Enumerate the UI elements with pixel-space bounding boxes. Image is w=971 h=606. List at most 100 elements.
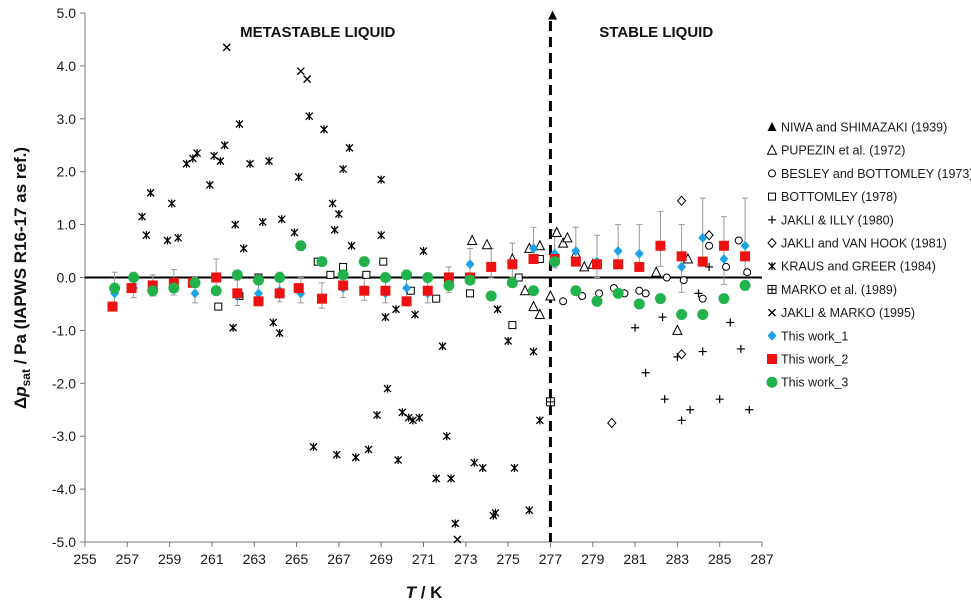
- data-point: [535, 416, 544, 425]
- data-point: [686, 405, 695, 414]
- data-point: [347, 241, 356, 250]
- y-tick-label: 3.0: [57, 111, 77, 127]
- data-point: [210, 151, 219, 160]
- data-point: [351, 453, 360, 462]
- data-point: [146, 188, 155, 197]
- data-point: [612, 287, 624, 299]
- data-point: [676, 251, 687, 262]
- data-point: [193, 149, 202, 158]
- legend: NIWA and SHIMAZAKI (1939) PUPEZIN et al. …: [766, 121, 971, 390]
- data-point: [676, 348, 687, 360]
- data-point: [379, 257, 388, 266]
- data-point: [510, 463, 519, 472]
- data-point: [359, 285, 370, 296]
- legend-marker: [767, 284, 777, 294]
- data-point: [305, 112, 314, 121]
- data-point: [438, 342, 447, 351]
- legend-label: PUPEZIN et al. (1972): [781, 144, 905, 158]
- data-point: [253, 288, 263, 299]
- data-point: [698, 294, 707, 303]
- legend-marker: [766, 376, 778, 388]
- data-point: [726, 318, 735, 327]
- data-point: [607, 417, 617, 429]
- data-point: [698, 232, 708, 243]
- data-point: [408, 416, 417, 425]
- data-point: [557, 236, 569, 248]
- data-point: [174, 233, 183, 242]
- data-point: [528, 253, 539, 264]
- data-point: [545, 289, 556, 301]
- data-point: [258, 217, 267, 226]
- data-point: [715, 395, 724, 404]
- data-point: [740, 240, 750, 251]
- y-tick-label: -3.0: [52, 428, 76, 444]
- data-point: [275, 329, 284, 338]
- data-point: [401, 296, 412, 307]
- data-point: [548, 10, 558, 20]
- data-point: [295, 240, 307, 252]
- legend-label: BOTTOMLEY (1978): [781, 190, 897, 204]
- x-tick-label: 255: [73, 551, 97, 567]
- data-point: [422, 285, 433, 296]
- data-point: [634, 261, 645, 272]
- data-point: [705, 262, 714, 271]
- data-point: [290, 228, 299, 237]
- data-point: [328, 199, 337, 208]
- data-point: [326, 270, 335, 279]
- x-axis-label-unit: / K: [416, 583, 443, 602]
- data-point: [338, 280, 349, 291]
- data-point: [379, 272, 391, 283]
- y-tick-label: 5.0: [57, 5, 77, 21]
- data-point: [485, 290, 497, 302]
- data-point: [128, 272, 140, 283]
- data-point: [442, 432, 451, 441]
- data-point: [220, 141, 229, 150]
- data-point: [337, 269, 349, 281]
- legend-label: JAKLI and VAN HOOK (1981): [781, 237, 947, 251]
- data-point: [745, 405, 754, 414]
- data-point: [210, 285, 222, 297]
- data-point: [481, 238, 493, 250]
- data-point: [514, 273, 523, 282]
- data-point: [163, 236, 172, 245]
- data-point: [216, 157, 225, 166]
- data-point: [402, 283, 412, 294]
- data-point: [466, 289, 475, 298]
- data-point: [380, 285, 391, 296]
- data-point: [107, 301, 118, 312]
- data-point: [447, 474, 455, 483]
- data-point: [404, 413, 413, 422]
- y-axis-label-delta: Δ: [11, 397, 30, 409]
- data-point: [677, 261, 687, 272]
- data-point: [470, 458, 479, 467]
- data-point: [525, 506, 534, 515]
- x-tick-label: 277: [539, 551, 563, 567]
- data-point: [743, 268, 752, 277]
- data-point: [269, 318, 278, 327]
- data-point: [392, 305, 400, 314]
- data-point: [719, 253, 729, 264]
- x-tick-label: 261: [200, 551, 224, 567]
- legend-marker: [768, 192, 776, 201]
- legend-marker: [768, 262, 776, 271]
- data-point: [559, 297, 568, 306]
- data-point: [383, 384, 392, 393]
- data-point: [697, 309, 709, 321]
- data-point: [432, 294, 441, 303]
- data-point: [232, 288, 243, 299]
- data-point: [401, 269, 413, 281]
- legend-label: This work_3: [781, 376, 848, 390]
- x-tick-label: 263: [243, 551, 267, 567]
- data-point: [231, 220, 240, 229]
- data-point: [372, 411, 381, 420]
- data-point: [246, 159, 254, 168]
- data-point: [253, 296, 264, 307]
- data-point: [188, 154, 197, 163]
- data-point: [672, 324, 683, 335]
- region-labels: METASTABLE LIQUID STABLE LIQUID: [240, 24, 713, 41]
- data-point: [142, 231, 151, 240]
- data-point: [650, 266, 662, 277]
- data-point: [658, 313, 667, 322]
- y-tick-label: 2.0: [57, 164, 77, 180]
- data-point: [734, 236, 743, 245]
